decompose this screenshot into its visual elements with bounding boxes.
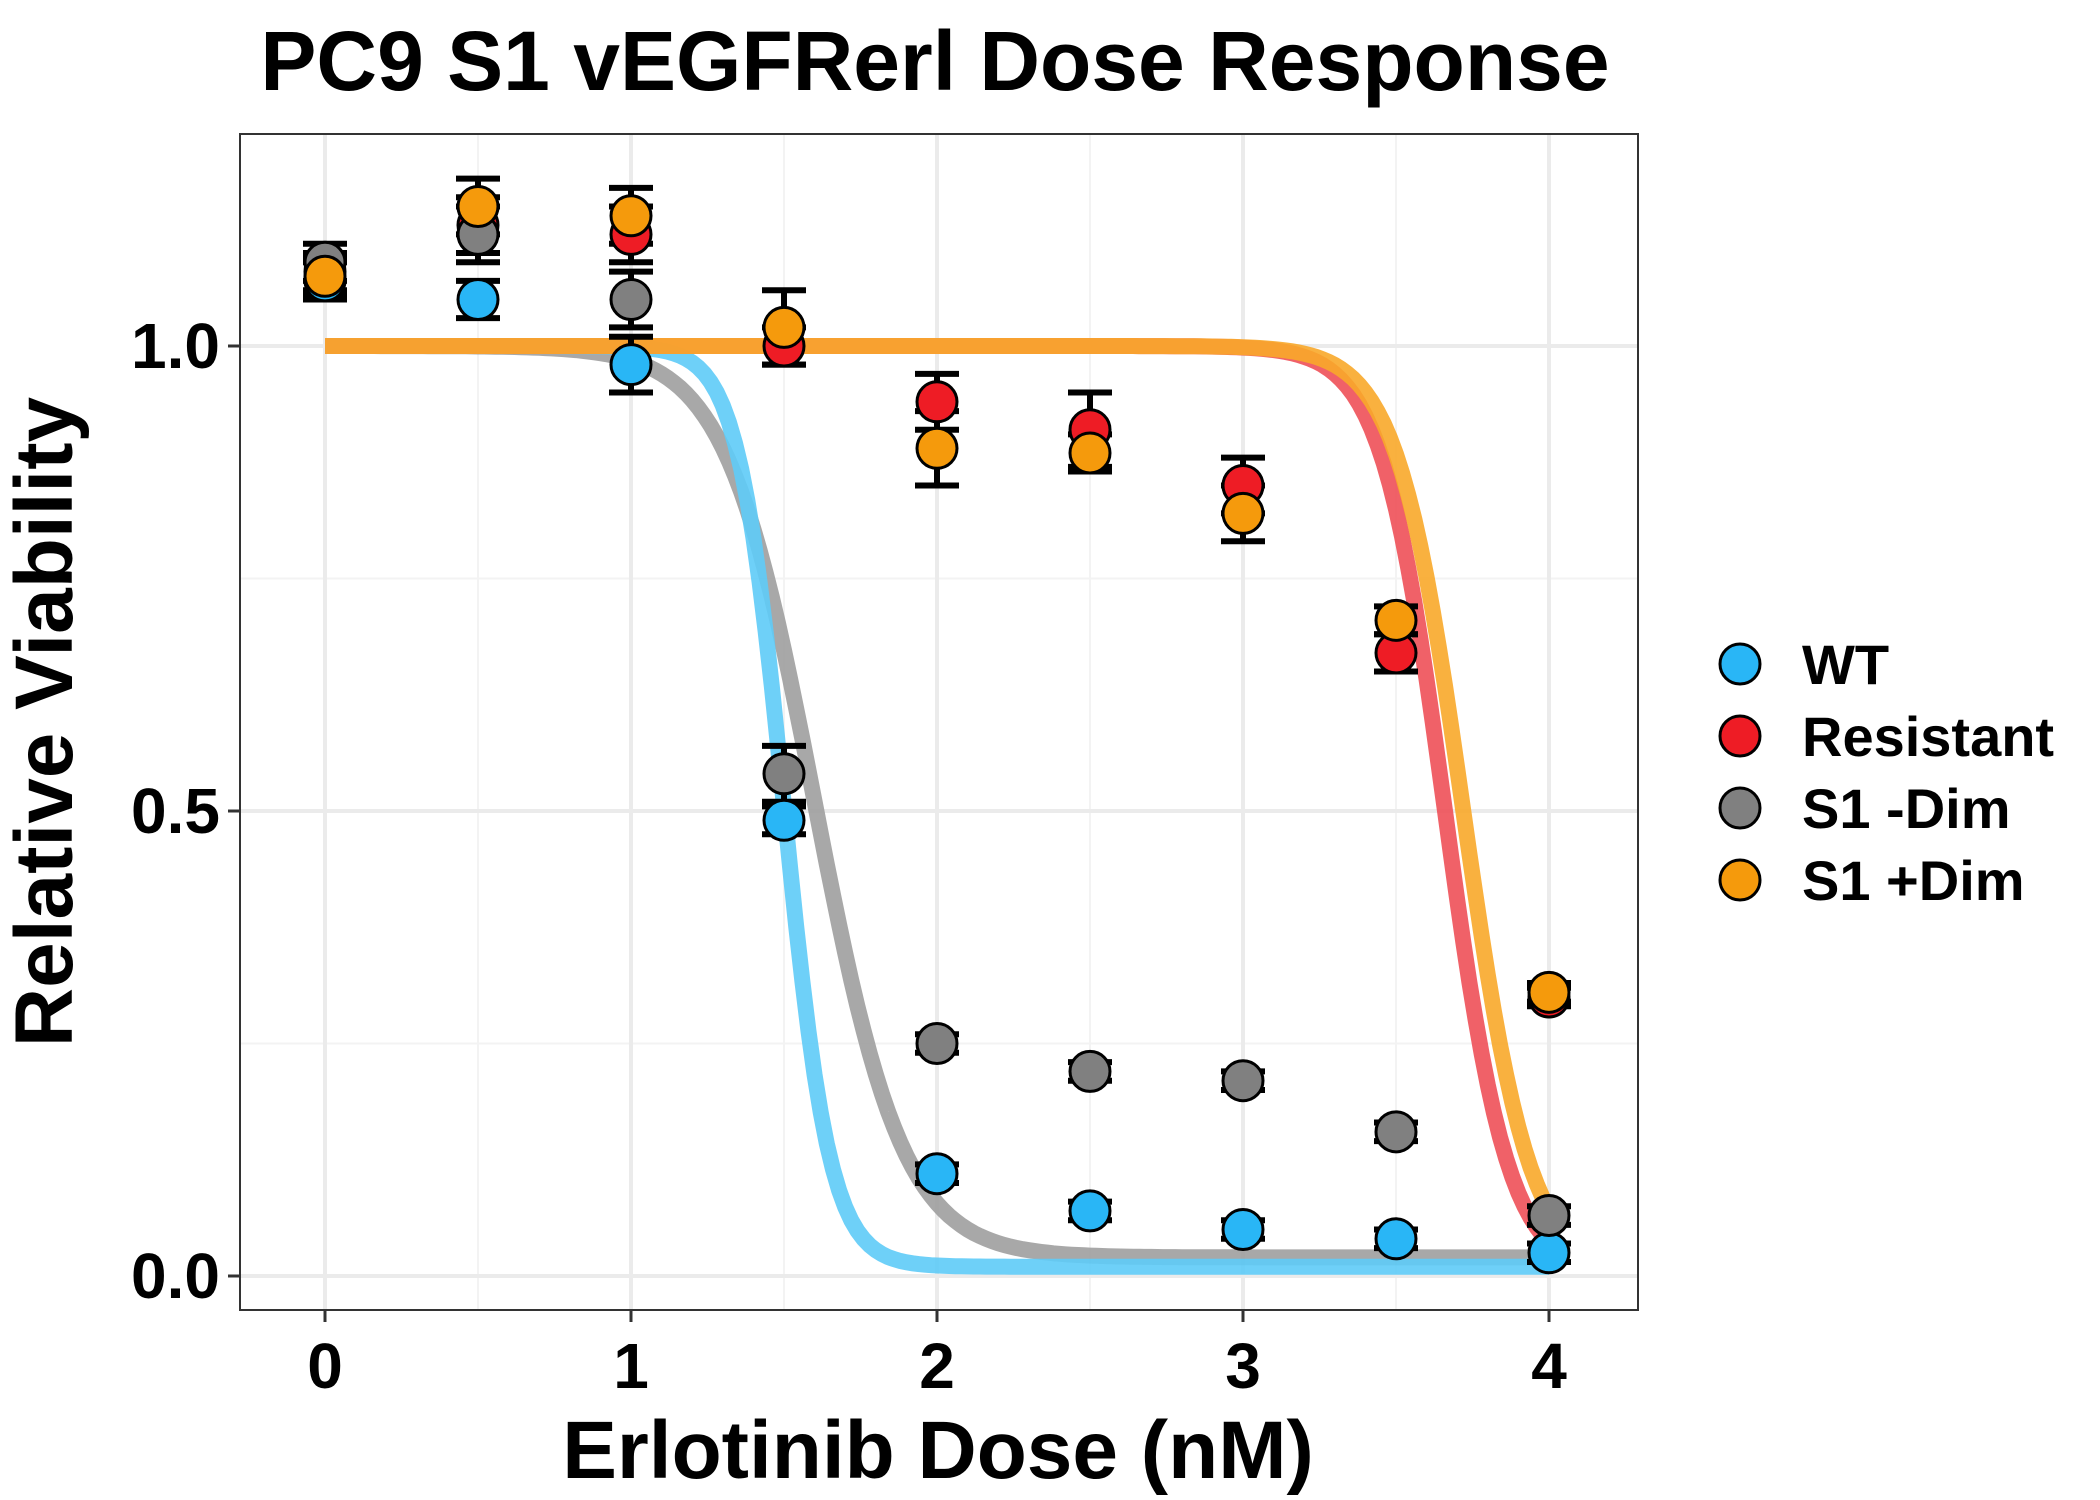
data-point-s1-dim [915, 1022, 959, 1065]
legend-key-wt [1718, 642, 1762, 686]
legend-key-s1-dim [1718, 786, 1762, 830]
axis-ticks: 0 1 2 3 4 0.0 0.5 1.0 [131, 310, 1567, 1402]
chart-title: PC9 S1 vEGFRerl Dose Response [260, 14, 1609, 108]
legend: WT Resistant S1 -Dim S1 +Dim [1718, 633, 2054, 912]
data-point-resistant [915, 380, 959, 424]
panel-border [239, 133, 1639, 1311]
data-point-wt [456, 278, 500, 321]
x-axis-title: Erlotinib Dose (nM) [562, 1405, 1314, 1496]
x-tick-label: 2 [919, 1330, 955, 1402]
legend-label-s1-dim: S1 -Dim [1802, 777, 2011, 840]
data-point-s1-dim [1068, 431, 1112, 475]
data-point-s1-dim [1374, 1110, 1418, 1154]
data-point-s1-dim [762, 752, 806, 796]
data-point-s1-dim [1527, 970, 1571, 1014]
data-point-wt [762, 798, 806, 842]
x-tick-label: 3 [1225, 1330, 1261, 1402]
data-point-s1-dim [456, 185, 500, 228]
x-tick-label: 4 [1531, 1330, 1567, 1402]
fit-curves [325, 338, 1557, 1275]
y-axis-title: Relative Viability [0, 396, 90, 1047]
y-tick-label: 1.0 [131, 310, 220, 382]
data-point-wt [609, 343, 653, 387]
legend-key-resistant [1718, 714, 1762, 758]
data-point-s1-dim [762, 305, 806, 349]
data-point-s1-dim [609, 278, 653, 321]
data-point-wt [1527, 1231, 1571, 1275]
x-tick-label: 1 [613, 1330, 649, 1402]
data-point-s1-dim [1527, 1194, 1571, 1238]
data-point-s1-dim [915, 426, 959, 470]
data-point-wt [1374, 1217, 1418, 1261]
data-point-wt [1221, 1208, 1265, 1251]
legend-label-s1-dim: S1 +Dim [1802, 849, 2025, 912]
data-point-wt [1068, 1189, 1112, 1233]
legend-label-resistant: Resistant [1802, 705, 2054, 768]
data-point-s1-dim [1374, 598, 1418, 642]
y-tick-label: 0.0 [131, 1240, 220, 1312]
data-point-s1-dim [1068, 1049, 1112, 1093]
data-point-wt [915, 1152, 959, 1196]
y-tick-label: 0.5 [131, 775, 220, 847]
data-point-s1-dim [1221, 1059, 1265, 1103]
legend-label-wt: WT [1802, 633, 1889, 696]
legend-key-s1-dim [1718, 858, 1762, 902]
x-tick-label: 0 [307, 1330, 343, 1402]
data-point-s1-dim [609, 194, 653, 238]
data-point-s1-dim [303, 254, 347, 298]
data-points [303, 185, 1571, 1275]
data-point-s1-dim [1221, 491, 1265, 535]
fit-curve-s1-dim [325, 338, 1557, 1215]
